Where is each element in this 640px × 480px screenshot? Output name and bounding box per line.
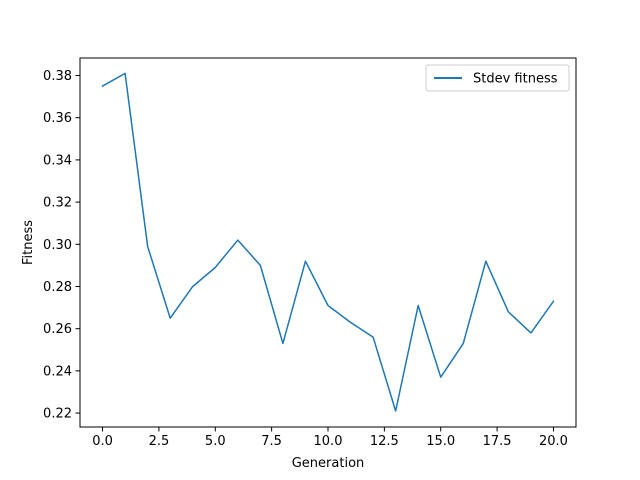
y-tick-label: 0.26 bbox=[43, 322, 72, 337]
y-tick-label: 0.22 bbox=[43, 407, 72, 422]
x-tick-label: 17.5 bbox=[483, 434, 512, 449]
y-tick-label: 0.28 bbox=[43, 280, 72, 295]
y-tick-label: 0.24 bbox=[43, 364, 72, 379]
y-tick-label: 0.38 bbox=[43, 69, 72, 84]
x-tick-label: 0.0 bbox=[92, 434, 113, 449]
x-tick-label: 7.5 bbox=[261, 434, 282, 449]
x-axis-ticks: 0.0 2.5 5.0 7.5 10.0 12.5 15.0 17.5 20.0 bbox=[92, 427, 568, 449]
y-tick-label: 0.30 bbox=[43, 238, 72, 253]
x-tick-label: 5.0 bbox=[205, 434, 226, 449]
x-tick-label: 2.5 bbox=[149, 434, 170, 449]
legend-box bbox=[425, 64, 570, 92]
y-tick-label: 0.32 bbox=[43, 196, 72, 211]
x-axis-label: Generation bbox=[292, 456, 365, 471]
plot-area bbox=[101, 72, 555, 412]
series-line-stdev-fitness bbox=[101, 72, 555, 412]
x-tick-label: 15.0 bbox=[426, 434, 455, 449]
x-tick-label: 20.0 bbox=[539, 434, 568, 449]
legend-label-stdev-fitness: Stdev fitness bbox=[473, 72, 558, 87]
y-tick-label: 0.34 bbox=[43, 153, 72, 168]
x-tick-label: 10.0 bbox=[314, 434, 343, 449]
x-tick-label: 12.5 bbox=[370, 434, 399, 449]
y-axis-label: Fitness bbox=[21, 220, 36, 265]
legend: Stdev fitness bbox=[425, 64, 570, 92]
y-axis-ticks: 0.22 0.24 0.26 0.28 0.30 0.32 0.34 0.36 0.38 bbox=[43, 69, 80, 422]
axes-frame bbox=[79, 57, 577, 428]
y-tick-label: 0.36 bbox=[43, 111, 72, 126]
